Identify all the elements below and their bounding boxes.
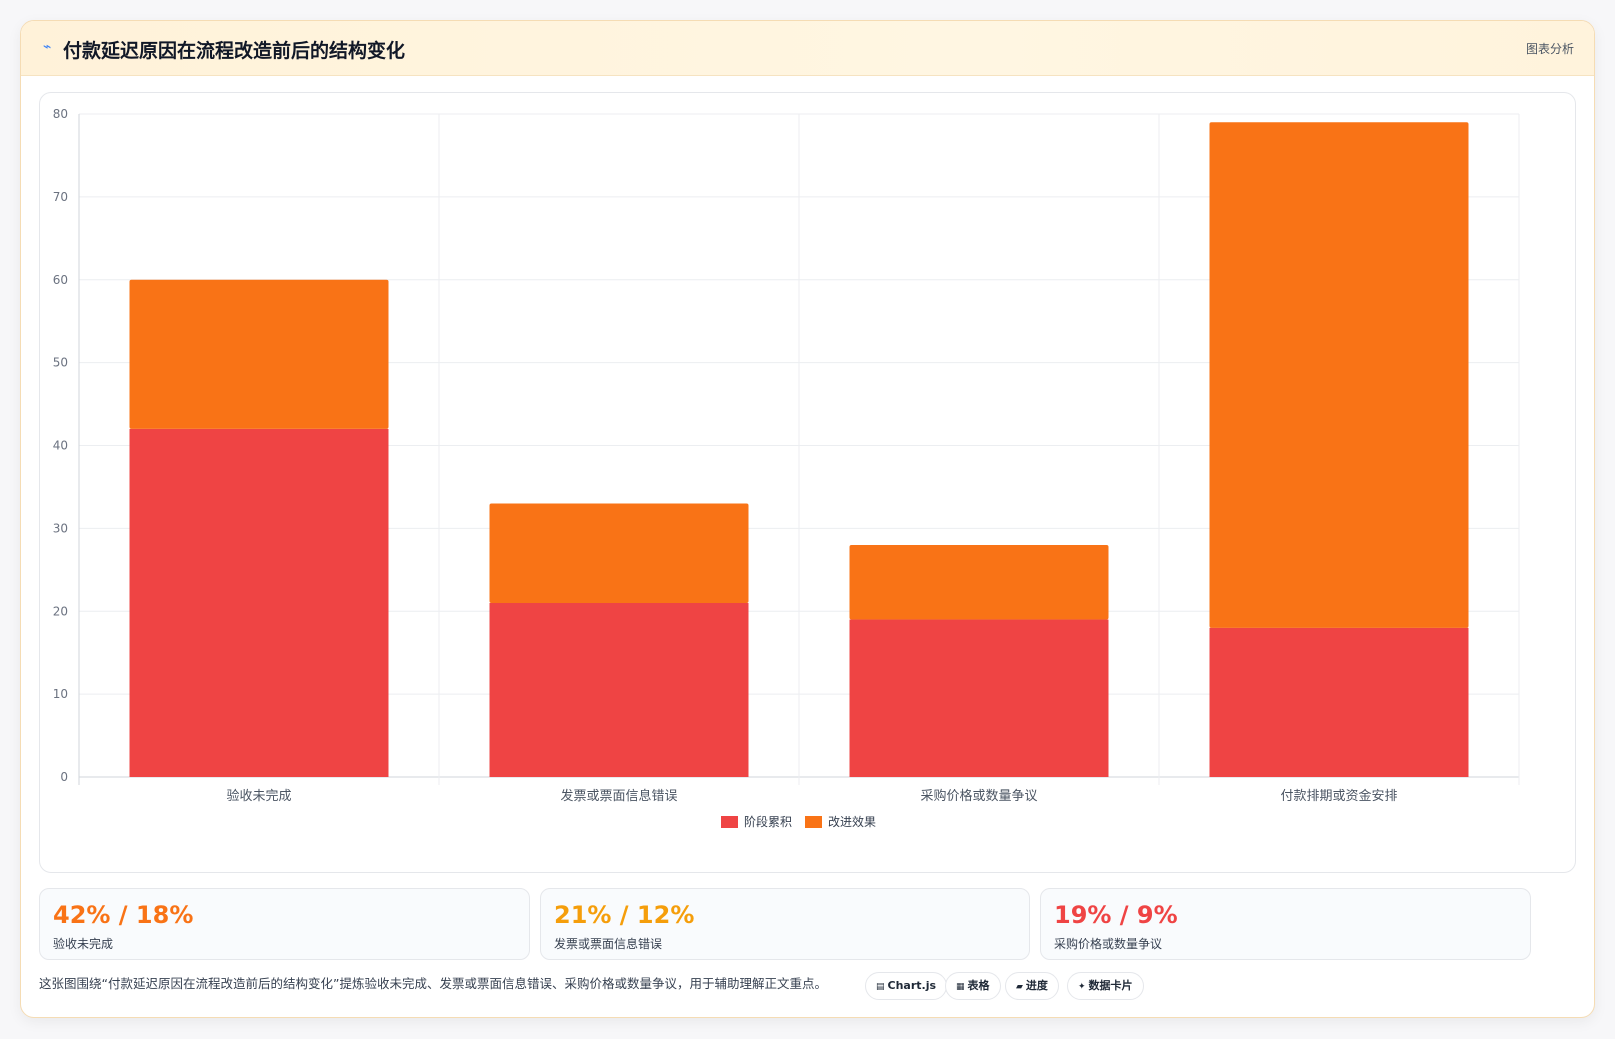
progress-icon: ▰ — [1016, 982, 1023, 992]
bar-stage — [1209, 627, 1469, 777]
y-tick-label: 10 — [53, 687, 68, 701]
bar-stage — [849, 619, 1109, 777]
y-tick-label: 40 — [53, 439, 68, 453]
chip-label: 表格 — [967, 979, 990, 992]
chip-chartjs[interactable]: ▤ Chart.js — [865, 972, 948, 1000]
stat-label-2: 发票或票面信息错误 — [554, 937, 663, 951]
page-title: 付款延迟原因在流程改造前后的结构变化 — [63, 40, 406, 62]
chip-label: 进度 — [1025, 979, 1048, 992]
bar-improve — [1209, 122, 1469, 628]
y-tick-label: 50 — [53, 356, 68, 370]
stacked-bar-chart: 0 10 20 30 40 50 60 70 80 验收未完成 发票或票面信息错误 采购价格或数量争议… — [53, 107, 1520, 829]
chip-label: 数据卡片 — [1088, 979, 1133, 992]
bar-improve — [129, 279, 389, 429]
x-tick-label: 发票或票面信息错误 — [560, 788, 677, 804]
x-tick-label: 付款排期或资金安排 — [1280, 788, 1397, 804]
y-tick-label: 60 — [53, 273, 68, 287]
chip-table[interactable]: ▦ 表格 — [945, 972, 1001, 1000]
legend-label: 阶段累积 — [744, 814, 792, 829]
stat-value-2: 21% / 12% — [554, 901, 695, 929]
y-tick-label: 30 — [53, 521, 68, 535]
x-tick-label: 采购价格或数量争议 — [920, 788, 1037, 804]
y-tick-label: 20 — [53, 604, 68, 618]
sparkle-icon: ✦ — [1078, 982, 1086, 992]
stat-label-1: 验收未完成 — [53, 937, 114, 951]
chart-caption: 这张图围绕“付款延迟原因在流程改造前后的结构变化”提炼验收未完成、发票或票面信息… — [39, 976, 827, 991]
chip-label: Chart.js — [887, 979, 937, 992]
stat-value-1: 42% / 18% — [53, 901, 194, 929]
bar-improve — [489, 503, 749, 603]
chart-icon: ▤ — [876, 982, 885, 992]
y-tick-label: 0 — [60, 770, 68, 784]
stat-card-2: 21% / 12% 发票或票面信息错误 — [540, 888, 1030, 960]
x-tick-label: 验收未完成 — [226, 788, 291, 804]
chip-data-card[interactable]: ✦ 数据卡片 — [1067, 972, 1144, 1000]
chart-card: ⌁ 付款延迟原因在流程改造前后的结构变化 图表分析 0 10 20 30 40 50 60 7… — [20, 20, 1595, 1018]
legend-label: 改进效果 — [828, 814, 876, 829]
card-header: ⌁ 付款延迟原因在流程改造前后的结构变化 图表分析 — [21, 21, 1594, 76]
y-tick-label: 70 — [53, 190, 68, 204]
bar-improve — [849, 544, 1109, 620]
y-tick-label: 80 — [53, 107, 68, 121]
bar-stage — [489, 602, 749, 777]
legend-swatch — [805, 816, 822, 828]
bar-stage — [129, 428, 389, 777]
legend-swatch — [721, 816, 738, 828]
stat-value-3: 19% / 9% — [1054, 901, 1178, 929]
table-icon: ▦ — [956, 982, 965, 992]
stat-card-3: 19% / 9% 采购价格或数量争议 — [1040, 888, 1531, 960]
chip-progress[interactable]: ▰ 进度 — [1005, 972, 1059, 1000]
chart-line-icon: ⌁ — [43, 39, 52, 55]
header-tag: 图表分析 — [1525, 42, 1574, 56]
chart-panel: 0 10 20 30 40 50 60 70 80 验收未完成 发票或票面信息错误 采购价格或数量争议… — [39, 92, 1576, 873]
stat-label-3: 采购价格或数量争议 — [1054, 937, 1163, 951]
stat-card-1: 42% / 18% 验收未完成 — [39, 888, 530, 960]
